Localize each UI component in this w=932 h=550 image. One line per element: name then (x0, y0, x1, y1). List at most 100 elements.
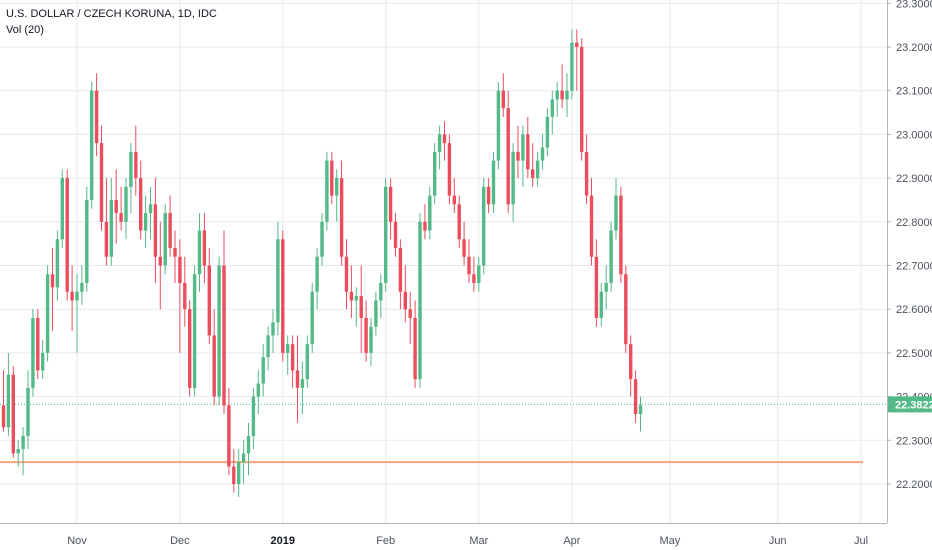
candle[interactable] (55, 230, 60, 301)
candle[interactable] (501, 73, 505, 117)
candle[interactable] (330, 151, 334, 205)
candle[interactable] (570, 29, 574, 100)
candle[interactable] (457, 195, 461, 249)
candle[interactable] (575, 29, 579, 91)
candle[interactable] (163, 204, 167, 275)
candle[interactable] (266, 326, 270, 371)
candle[interactable] (388, 178, 393, 240)
candle[interactable] (437, 125, 442, 170)
candle[interactable] (251, 387, 256, 450)
candle[interactable] (99, 125, 104, 231)
candle[interactable] (594, 239, 599, 327)
candle[interactable] (315, 248, 319, 310)
candle[interactable] (535, 151, 540, 187)
candle[interactable] (310, 282, 314, 353)
candle[interactable] (521, 125, 525, 187)
candle[interactable] (545, 108, 550, 157)
candle[interactable] (41, 339, 45, 380)
candle[interactable] (237, 449, 241, 498)
candle[interactable] (70, 265, 74, 332)
candle[interactable] (75, 274, 79, 353)
candle[interactable] (286, 335, 290, 375)
candle[interactable] (359, 265, 363, 353)
candle[interactable] (11, 366, 15, 458)
candle[interactable] (158, 221, 162, 310)
candle[interactable] (364, 300, 368, 362)
candle[interactable] (413, 300, 417, 388)
candle[interactable] (217, 256, 221, 406)
candle[interactable] (442, 121, 447, 161)
candle[interactable] (472, 256, 476, 292)
candle[interactable] (462, 221, 466, 266)
candle[interactable] (173, 230, 177, 283)
candle[interactable] (31, 309, 35, 397)
candle[interactable] (369, 317, 373, 367)
candle[interactable] (614, 178, 618, 240)
candle[interactable] (143, 195, 148, 249)
candle[interactable] (526, 116, 530, 179)
candle[interactable] (26, 370, 30, 450)
candle[interactable] (624, 265, 628, 353)
candle[interactable] (580, 38, 584, 161)
candle[interactable] (261, 344, 265, 397)
candle[interactable] (349, 265, 354, 318)
volume-indicator-label[interactable]: Vol (20) (6, 24, 44, 36)
candle[interactable] (290, 335, 295, 388)
price-axis[interactable]: 22.200022.300022.400022.500022.600022.70… (887, 0, 932, 491)
candle[interactable] (6, 352, 11, 436)
candle[interactable] (609, 221, 613, 292)
candle[interactable] (65, 169, 69, 301)
candle[interactable] (80, 265, 84, 305)
candle[interactable] (540, 134, 545, 170)
candle[interactable] (276, 221, 280, 336)
candle[interactable] (148, 186, 153, 240)
candle[interactable] (94, 73, 99, 157)
candle[interactable] (134, 125, 138, 196)
candle[interactable] (114, 169, 118, 244)
candle[interactable] (374, 291, 378, 336)
candle[interactable] (295, 335, 300, 423)
candle[interactable] (335, 169, 339, 222)
candle[interactable] (491, 151, 496, 214)
candle[interactable] (192, 265, 197, 397)
candle[interactable] (550, 90, 554, 135)
candle[interactable] (560, 64, 564, 109)
candle[interactable] (384, 178, 388, 292)
candle[interactable] (320, 213, 324, 266)
candle[interactable] (633, 370, 638, 423)
candle[interactable] (124, 178, 128, 240)
candle[interactable] (433, 143, 437, 205)
candle[interactable] (516, 125, 520, 179)
candle[interactable] (423, 204, 427, 240)
candle[interactable] (183, 256, 187, 327)
time-axis[interactable]: Nov Dec 2019 Feb Mar Apr May Jun Jul (0, 523, 887, 548)
candle[interactable] (222, 230, 226, 415)
candle[interactable] (482, 178, 486, 275)
candle[interactable] (85, 186, 89, 292)
candle[interactable] (207, 248, 211, 345)
candle[interactable] (232, 449, 236, 493)
candle[interactable] (197, 213, 202, 292)
candle[interactable] (90, 81, 94, 209)
candle[interactable] (393, 213, 398, 257)
candle[interactable] (619, 186, 623, 283)
candle[interactable] (281, 230, 285, 362)
candle[interactable] (241, 440, 246, 484)
candle[interactable] (45, 265, 50, 362)
candle[interactable] (119, 186, 123, 231)
candle[interactable] (60, 169, 64, 249)
candle[interactable] (555, 81, 559, 117)
candle[interactable] (408, 291, 412, 345)
candle[interactable] (428, 186, 432, 240)
candle[interactable] (418, 213, 422, 388)
candle[interactable] (452, 178, 456, 214)
candle[interactable] (403, 265, 407, 323)
candle[interactable] (506, 90, 510, 214)
candle[interactable] (188, 300, 192, 397)
candle[interactable] (629, 335, 633, 397)
candle[interactable] (339, 160, 344, 266)
candle[interactable] (246, 422, 251, 476)
candle[interactable] (531, 143, 535, 187)
candle[interactable] (256, 370, 260, 415)
